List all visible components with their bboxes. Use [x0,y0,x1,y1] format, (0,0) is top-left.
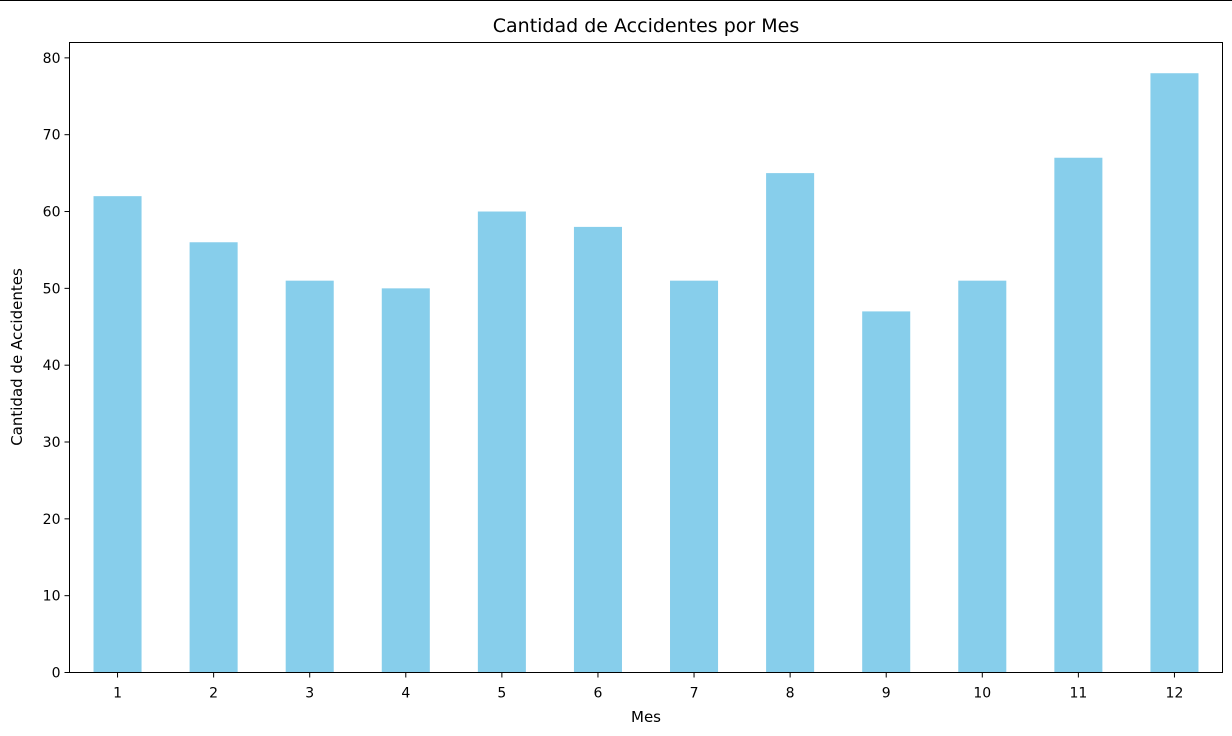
y-tick-label: 80 [43,51,61,67]
bar-mes-5 [477,211,526,673]
x-tick-label: 6 [593,686,602,702]
x-tick-label: 2 [209,686,218,702]
plot-frame [69,42,1223,673]
chart-title: Cantidad de Accidentes por Mes [493,15,800,37]
y-tick-label: 70 [43,128,61,144]
x-tick-label: 1 [113,686,122,702]
bar-mes-10 [958,280,1007,673]
bars-group [93,73,1199,673]
y-tick-label: 0 [52,666,61,682]
x-axis-label: Mes [631,708,661,726]
y-ticks-group: 0 10 20 30 40 50 60 70 80 [43,51,70,682]
x-tick-label: 4 [401,686,410,702]
x-ticks-group: 1 2 3 4 5 6 7 8 9 10 11 12 [113,672,1184,702]
bar-mes-3 [285,280,334,673]
bar-mes-2 [189,242,238,673]
bar-mes-6 [573,226,622,673]
x-tick-label: 12 [1166,686,1184,702]
y-axis-label: Cantidad de Accidentes [8,268,26,446]
y-tick-label: 10 [43,589,61,605]
bar-mes-11 [1054,157,1103,673]
y-tick-label: 50 [43,281,61,297]
y-tick-label: 20 [43,512,61,528]
x-tick-label: 3 [305,686,314,702]
bar-mes-12 [1150,73,1199,673]
bar-mes-4 [381,288,430,673]
bar-mes-7 [670,280,719,673]
x-tick-label: 10 [973,686,991,702]
x-tick-label: 8 [786,686,795,702]
x-tick-label: 5 [497,686,506,702]
y-tick-label: 60 [43,205,61,221]
bar-mes-8 [766,173,815,673]
x-tick-label: 11 [1069,686,1087,702]
y-tick-label: 30 [43,435,61,451]
y-tick-label: 40 [43,358,61,374]
x-tick-label: 9 [882,686,891,702]
bar-mes-1 [93,196,142,673]
x-tick-label: 7 [690,686,699,702]
bar-mes-9 [862,311,911,673]
